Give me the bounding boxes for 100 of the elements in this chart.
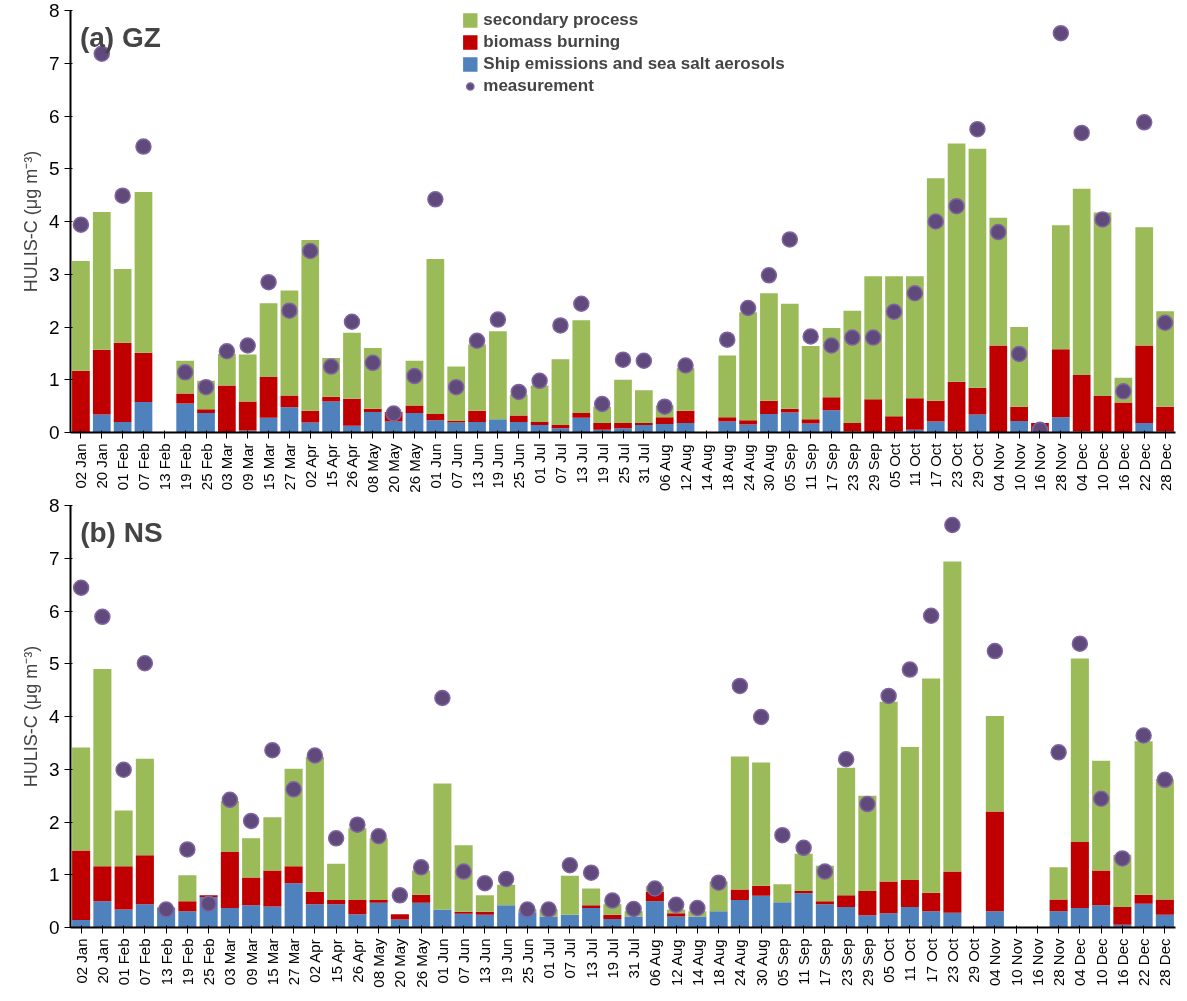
x-tick-label: 01 Feb xyxy=(114,443,132,491)
x-tick-label: 30 Aug xyxy=(760,444,778,492)
x-tick-label: 01 Feb xyxy=(115,938,133,986)
x-tick-label: 15 Apr xyxy=(327,939,345,983)
x-tick-label: 28 Nov xyxy=(1052,443,1070,492)
x-tick-label: 28 Nov xyxy=(1050,938,1068,987)
x-tick-label: 11 Sep xyxy=(795,938,813,985)
y-axis-title: HULIS-C (μg m⁻³) xyxy=(20,645,41,788)
x-tick-label: 05 Oct xyxy=(880,937,898,983)
x-tick-label: 24 Aug xyxy=(739,444,757,492)
y-tick-label: 2 xyxy=(48,316,60,338)
x-tick-label: 01 Jun xyxy=(433,938,451,984)
x-tick-label: 11 Oct xyxy=(901,937,919,982)
y-tick-label: 4 xyxy=(48,211,60,232)
x-tick-label: 16 Dec xyxy=(1114,443,1132,492)
x-tick-label: 23 Sep xyxy=(837,938,855,987)
x-tick-label: 20 Jan xyxy=(93,443,111,489)
x-tick-label: 17 Oct xyxy=(922,937,940,983)
x-tick-label: 07 Feb xyxy=(136,938,154,986)
x-tick-label: 17 Sep xyxy=(816,938,834,987)
y-tick-label: 0 xyxy=(48,422,60,443)
x-tick-label: 07 Jun xyxy=(447,443,465,489)
x-tick-label: 08 May xyxy=(370,938,388,988)
x-tick-label: 02 Jan xyxy=(72,938,90,984)
x-tick-label: 31 Jul xyxy=(635,443,653,484)
x-tick-label: 05 Sep xyxy=(781,443,799,492)
x-tick-label: 19 Jul xyxy=(603,938,621,979)
x-tick-label: 20 May xyxy=(385,443,403,493)
x-tick-label: 02 Apr xyxy=(301,444,319,488)
x-tick-label: 03 Mar xyxy=(221,938,239,986)
x-tick-label: 19 Jun xyxy=(489,443,507,489)
x-tick-label: 15 Apr xyxy=(322,444,340,488)
y-axis-title: HULIS-C (μg m⁻³) xyxy=(20,150,41,293)
x-tick-label: 29 Oct xyxy=(965,937,983,983)
x-tick-label: 09 Mar xyxy=(239,443,257,491)
x-tick-label: 25 Jun xyxy=(510,443,528,489)
x-tick-label: 26 May xyxy=(406,443,424,493)
x-tick-label: 28 Dec xyxy=(1156,938,1174,987)
chart-title: (a) GZ xyxy=(79,21,161,53)
x-tick-label: 30 Aug xyxy=(752,939,770,987)
x-tick-label: 27 Mar xyxy=(285,938,303,986)
x-tick-label: 14 Aug xyxy=(688,939,706,987)
x-tick-label: 25 Feb xyxy=(197,443,215,491)
legend-label: measurement xyxy=(483,76,594,96)
x-tick-label: 17 Oct xyxy=(927,442,945,488)
x-tick-label: 04 Nov xyxy=(989,443,1007,492)
y-tick-label: 8 xyxy=(48,0,60,21)
y-tick-label: 2 xyxy=(48,811,60,833)
x-tick-label: 05 Sep xyxy=(773,938,791,987)
y-tick-label: 1 xyxy=(48,864,60,886)
x-tick-label: 06 Aug xyxy=(656,444,674,492)
x-tick-label: 01 Jul xyxy=(540,938,558,979)
x-tick-label: 07 Feb xyxy=(134,443,152,491)
x-tick-label: 07 Jun xyxy=(455,938,473,984)
x-tick-label: 14 Aug xyxy=(697,444,715,492)
y-tick-label: 6 xyxy=(48,105,60,127)
y-tick-label: 3 xyxy=(48,758,60,780)
legend-label: Ship emissions and sea salt aerosols xyxy=(483,54,785,74)
x-tick-label: 01 Jun xyxy=(426,443,444,489)
x-tick-label: 04 Nov xyxy=(986,938,1004,987)
x-tick-label: 16 Dec xyxy=(1113,938,1131,987)
x-tick-label: 26 Apr xyxy=(348,939,366,983)
x-tick-label: 23 Oct xyxy=(948,442,966,488)
x-tick-label: 05 Oct xyxy=(885,442,903,488)
x-tick-label: 10 Dec xyxy=(1094,443,1112,492)
x-tick-label: 19 Feb xyxy=(176,443,194,491)
x-tick-label: 20 Jan xyxy=(93,938,111,984)
x-tick-label: 18 Aug xyxy=(718,444,736,492)
x-tick-label: 13 Feb xyxy=(155,443,173,491)
x-tick-label: 22 Dec xyxy=(1135,443,1153,492)
x-tick-label: 04 Dec xyxy=(1073,443,1091,492)
x-tick-label: 15 Mar xyxy=(263,938,281,986)
x-tick-label: 13 Jul xyxy=(572,443,590,484)
legend-label: biomass burning xyxy=(483,32,621,52)
x-tick-label: 09 Mar xyxy=(242,938,260,986)
x-tick-label: 25 Jul xyxy=(614,443,632,484)
y-tick-label: 4 xyxy=(48,706,60,727)
y-tick-label: 0 xyxy=(48,917,60,938)
x-tick-label: 11 Sep xyxy=(802,443,820,490)
x-tick-label: 10 Dec xyxy=(1092,938,1110,987)
x-tick-label: 20 May xyxy=(391,938,409,988)
x-tick-label: 24 Aug xyxy=(731,939,749,987)
x-tick-label: 04 Dec xyxy=(1071,938,1089,987)
x-tick-label: 10 Nov xyxy=(1010,443,1028,492)
x-tick-label: 02 Apr xyxy=(306,939,324,983)
x-tick-label: 15 Mar xyxy=(260,443,278,491)
x-tick-label: 29 Sep xyxy=(864,443,882,492)
x-tick-label: 28 Dec xyxy=(1156,443,1174,492)
x-tick-label: 22 Dec xyxy=(1135,938,1153,987)
x-tick-label: 16 Nov xyxy=(1028,938,1046,987)
y-tick-label: 5 xyxy=(48,653,60,675)
x-tick-label: 01 Jul xyxy=(531,443,549,484)
y-tick-label: 1 xyxy=(48,369,60,391)
x-tick-label: 26 Apr xyxy=(343,444,361,488)
y-tick-label: 5 xyxy=(48,158,60,180)
x-tick-label: 13 Feb xyxy=(157,938,175,986)
legend-label: secondary process xyxy=(483,10,639,30)
x-tick-label: 07 Jul xyxy=(561,938,579,979)
x-tick-label: 18 Aug xyxy=(710,939,728,987)
x-tick-label: 25 Feb xyxy=(200,938,218,986)
